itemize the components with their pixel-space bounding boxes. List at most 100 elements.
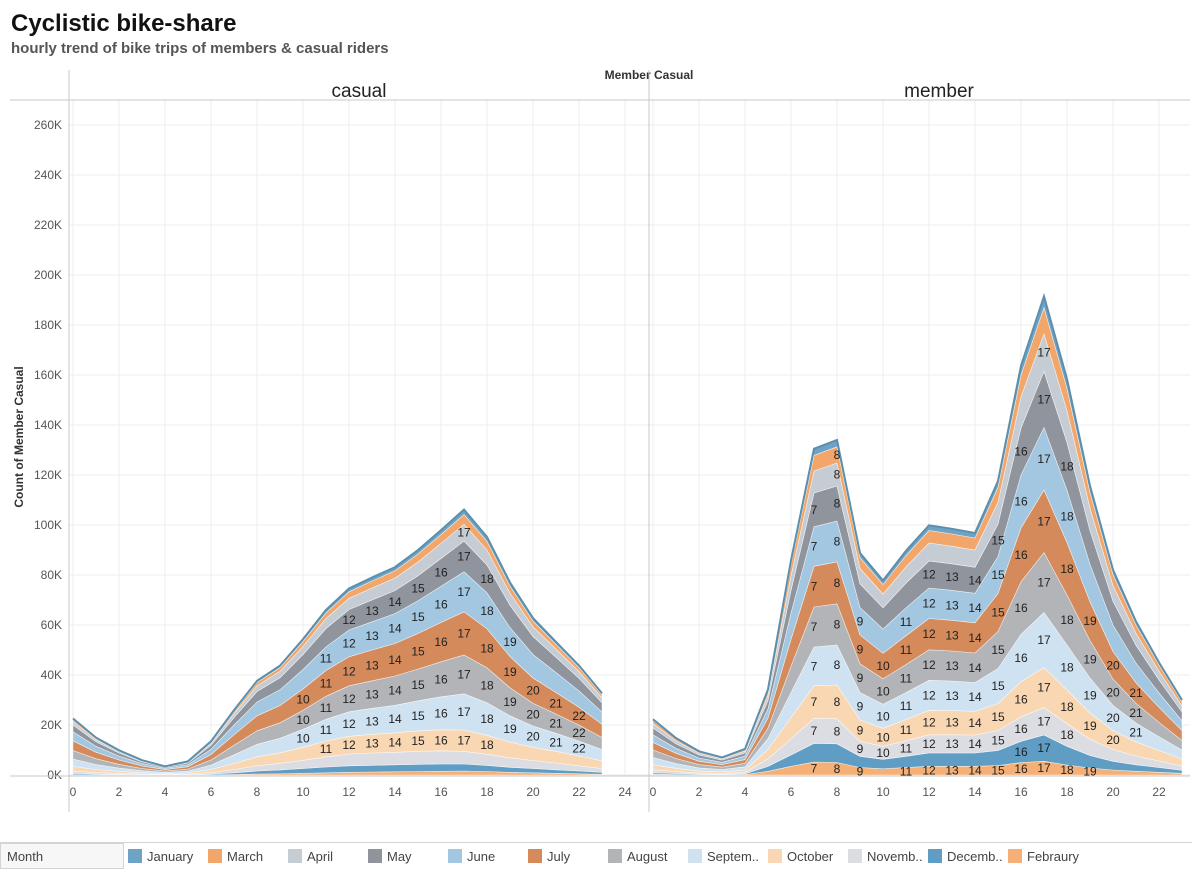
data-label: 11 — [320, 652, 333, 666]
legend-label: January — [147, 848, 194, 864]
panel-title-member: member — [904, 81, 974, 102]
panel-casual — [72, 508, 603, 776]
data-label: 13 — [365, 714, 379, 728]
legend-swatch — [368, 849, 382, 863]
data-label: 12 — [922, 627, 936, 641]
data-label: 16 — [434, 706, 448, 720]
data-label: 21 — [1129, 725, 1143, 739]
legend-item[interactable]: Septem.. — [688, 843, 768, 869]
legend-item[interactable]: June — [448, 843, 528, 869]
area-total-outline-casual — [72, 508, 603, 768]
data-label: 17 — [1037, 633, 1051, 647]
data-label: 21 — [549, 717, 563, 731]
legend-item[interactable]: July — [528, 843, 608, 869]
dashboard-title: Cyclistic bike-share — [11, 10, 237, 37]
data-label: 19 — [503, 665, 517, 679]
data-label: 18 — [480, 712, 494, 726]
y-tick-label: 20K — [41, 718, 62, 732]
data-label: 12 — [922, 688, 936, 702]
data-label: 16 — [434, 733, 448, 747]
legend-swatch — [848, 849, 862, 863]
x-tick-label: 0 — [650, 785, 657, 799]
data-label: 18 — [1060, 661, 1074, 675]
legend-swatch — [528, 849, 542, 863]
legend-item[interactable]: May — [368, 843, 448, 869]
data-label: 8 — [834, 534, 841, 548]
stacked-area-chart: Member Casual casual member Count of Mem… — [10, 68, 1190, 812]
data-label: 10 — [876, 746, 890, 760]
data-label: 8 — [834, 468, 841, 482]
data-label: 18 — [1060, 509, 1074, 523]
data-label: 13 — [945, 598, 959, 612]
legend-swatch — [688, 849, 702, 863]
legend-item[interactable]: August — [608, 843, 688, 869]
data-label: 16 — [434, 635, 448, 649]
data-label: 16 — [1014, 692, 1028, 706]
data-label: 14 — [388, 736, 402, 750]
data-label: 8 — [834, 617, 841, 631]
x-tick-label: 20 — [1106, 785, 1120, 799]
data-label: 12 — [922, 716, 936, 730]
area-layer — [72, 292, 1183, 776]
legend-label: Decemb.. — [947, 848, 1003, 864]
data-label: 10 — [296, 713, 310, 727]
data-label: 16 — [434, 565, 448, 579]
legend-label: June — [467, 848, 496, 864]
data-label: 11 — [900, 723, 913, 737]
legend-item[interactable]: Decemb.. — [928, 843, 1008, 869]
data-label: 15 — [991, 763, 1005, 777]
data-label: 17 — [1037, 514, 1051, 528]
legend-item[interactable]: March — [208, 843, 288, 869]
data-label: 18 — [480, 738, 494, 752]
data-label: 16 — [1014, 722, 1028, 736]
legend-swatch — [128, 849, 142, 863]
data-label: 14 — [388, 712, 402, 726]
legend-label: March — [227, 848, 264, 864]
legend-item[interactable]: April — [288, 843, 368, 869]
data-label: 17 — [1037, 452, 1051, 466]
data-label: 19 — [503, 722, 517, 736]
data-label: 14 — [968, 631, 982, 645]
data-label: 9 — [857, 724, 864, 738]
data-label: 17 — [1037, 681, 1051, 695]
data-label: 20 — [1106, 733, 1120, 747]
data-label: 8 — [834, 762, 841, 776]
data-label: 18 — [480, 678, 494, 692]
legend-label: Septem.. — [707, 848, 760, 864]
legend-item[interactable]: Febraury — [1008, 843, 1088, 869]
axis-layer: 0K20K40K60K80K100K120K140K160K180K200K22… — [10, 70, 1190, 812]
data-label: 13 — [945, 716, 959, 730]
data-label: 15 — [991, 643, 1005, 657]
legend-label: August — [627, 848, 668, 864]
data-label: 21 — [549, 735, 563, 749]
data-label: 10 — [876, 730, 890, 744]
x-tick-label: 4 — [742, 785, 749, 799]
data-label: 12 — [922, 568, 936, 582]
x-tick-label: 12 — [342, 785, 356, 799]
data-label: 12 — [342, 692, 356, 706]
data-label: 13 — [945, 629, 959, 643]
x-tick-label: 14 — [968, 785, 982, 799]
y-tick-label: 140K — [34, 418, 62, 432]
data-label: 22 — [572, 726, 586, 740]
y-tick-label: 220K — [34, 218, 62, 232]
x-tick-label: 18 — [480, 785, 494, 799]
y-tick-label: 240K — [34, 168, 62, 182]
data-label: 16 — [434, 597, 448, 611]
data-label: 15 — [991, 606, 1005, 620]
x-tick-label: 4 — [162, 785, 169, 799]
legend-swatch — [768, 849, 782, 863]
data-label: 9 — [857, 764, 864, 778]
data-label: 18 — [1060, 459, 1074, 473]
data-label: 13 — [945, 659, 959, 673]
panel-member — [652, 292, 1183, 776]
legend-swatch — [928, 849, 942, 863]
legend-item[interactable]: Novemb.. — [848, 843, 928, 869]
data-label: 10 — [876, 659, 890, 673]
data-label: 15 — [411, 581, 425, 595]
data-label: 15 — [991, 679, 1005, 693]
legend-item[interactable]: October — [768, 843, 848, 869]
data-label: 18 — [1060, 613, 1074, 627]
data-label: 17 — [457, 526, 471, 540]
legend-item[interactable]: January — [128, 843, 208, 869]
